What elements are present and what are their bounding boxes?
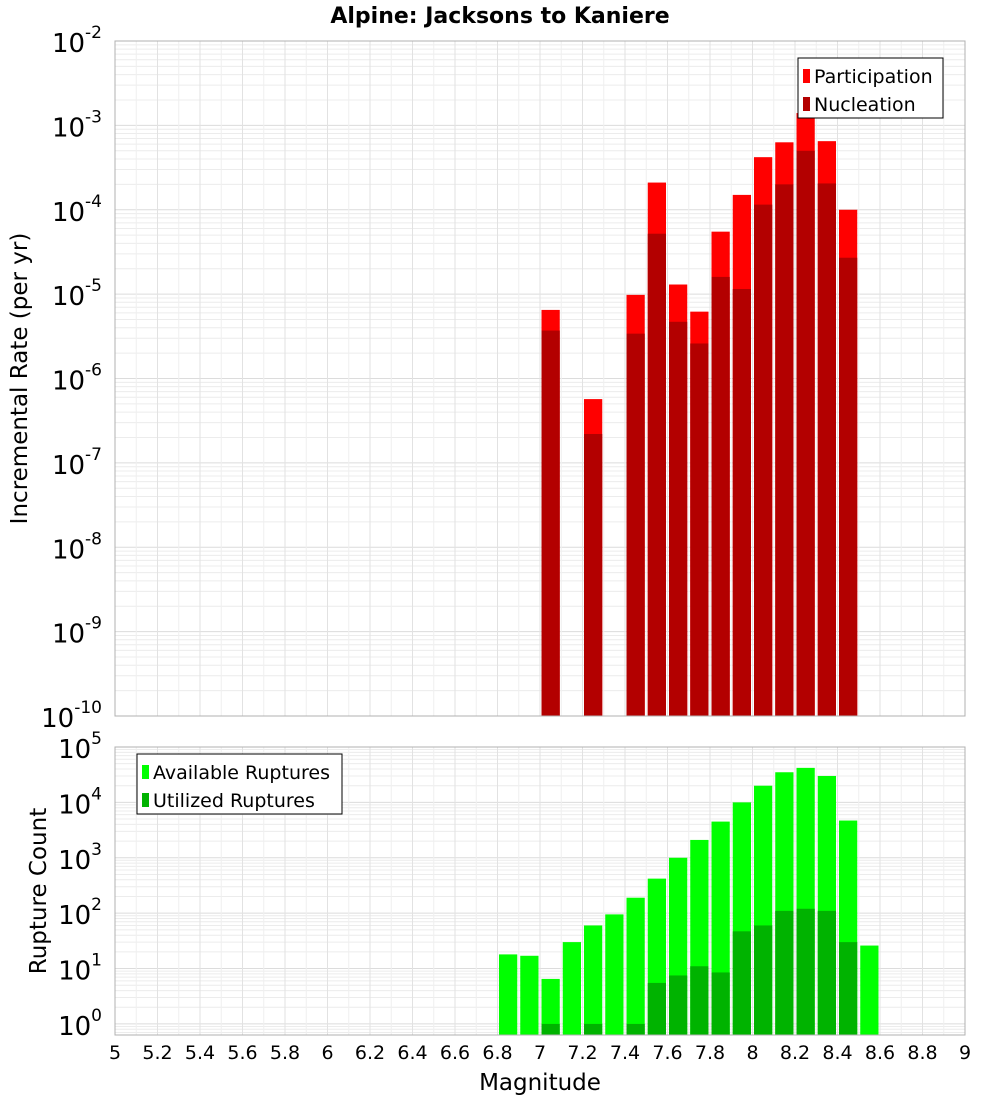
bar-nucleation	[754, 204, 773, 717]
bar-available-ruptures	[605, 914, 624, 1035]
x-tick-label: 6	[321, 1042, 333, 1064]
chart-title: Alpine: Jacksons to Kaniere	[330, 4, 669, 29]
legend-box	[797, 57, 944, 119]
top-legend: Participation Nucleation	[797, 57, 944, 119]
bar-nucleation	[796, 150, 815, 716]
y-tick-label: 10-8	[52, 529, 102, 565]
x-tick-label: 8.2	[780, 1042, 810, 1064]
x-tick-label: 8.6	[865, 1042, 895, 1064]
x-tick-label: 5.8	[270, 1042, 300, 1064]
x-tick-label: 7.6	[652, 1042, 682, 1064]
y-tick-label: 10-6	[52, 361, 102, 397]
legend-swatch	[803, 97, 810, 111]
x-tick-label: 7.4	[610, 1042, 640, 1064]
x-axis-label: Magnitude	[479, 1070, 601, 1096]
x-tick-label: 9	[959, 1042, 971, 1064]
y-tick-label: 10-9	[52, 614, 102, 650]
x-tick-label: 5.4	[185, 1042, 215, 1064]
y-tick-label: 105	[58, 729, 102, 765]
bar-available-ruptures	[860, 945, 879, 1035]
y-tick-label: 10-2	[52, 23, 102, 59]
bar-nucleation	[669, 321, 688, 716]
bar-nucleation	[817, 183, 836, 716]
x-tick-label: 5.6	[227, 1042, 257, 1064]
bar-utilized-ruptures	[626, 1023, 645, 1035]
x-tick-label: 5.2	[142, 1042, 172, 1064]
x-tick-label: 7.8	[695, 1042, 725, 1064]
bar-available-ruptures	[562, 942, 581, 1035]
bottom-bars	[499, 767, 879, 1035]
y-tick-label: 101	[58, 951, 102, 987]
y-tick-label: 10-7	[52, 445, 102, 481]
legend-box	[136, 753, 343, 815]
bar-nucleation	[584, 433, 603, 716]
bar-utilized-ruptures	[732, 931, 751, 1035]
bottom-y-axis-label: Rupture Count	[26, 808, 52, 974]
x-tick-label: 6.8	[482, 1042, 512, 1064]
top-y-axis-label: Incremental Rate (per yr)	[7, 233, 33, 525]
bar-nucleation	[690, 343, 709, 716]
y-tick-label: 102	[58, 895, 102, 931]
x-tick-label: 7	[534, 1042, 546, 1064]
bar-available-ruptures	[499, 954, 518, 1035]
bar-utilized-ruptures	[690, 966, 709, 1035]
bar-utilized-ruptures	[775, 910, 794, 1035]
legend-label: Utilized Ruptures	[153, 790, 315, 812]
x-tick-label: 5	[109, 1042, 121, 1064]
top-panel: 10-10 10-9 10-8 10-7 10-6 10-5 10-4 10-3 10-2 In…	[7, 23, 966, 734]
x-tick-label: 6.6	[440, 1042, 470, 1064]
bottom-y-tick-labels: 100 101 102 103 104 105	[58, 729, 102, 1042]
y-tick-label: 10-3	[52, 107, 102, 143]
top-gridlines	[114, 40, 966, 717]
bottom-legend: Available Ruptures Utilized Ruptures	[136, 753, 343, 815]
bar-available-ruptures	[584, 925, 603, 1035]
bar-utilized-ruptures	[754, 925, 773, 1035]
bar-utilized-ruptures	[669, 975, 688, 1035]
x-tick-label: 7.2	[567, 1042, 597, 1064]
y-tick-label: 103	[58, 840, 102, 876]
x-tick-label: 6.2	[355, 1042, 385, 1064]
bar-utilized-ruptures	[711, 972, 730, 1035]
x-tick-label: 8.4	[822, 1042, 852, 1064]
bar-utilized-ruptures	[541, 1023, 560, 1035]
legend-label: Nucleation	[814, 94, 916, 116]
bar-available-ruptures	[541, 978, 560, 1035]
bar-utilized-ruptures	[647, 982, 666, 1035]
bottom-plot-border	[114, 746, 966, 1036]
y-tick-label: 104	[58, 784, 102, 820]
x-tick-labels: 5 5.2 5.4 5.6 5.8 6 6.2 6.4 6.6 6.8 7 7.2 7.4 7.6 7.8 8…	[109, 1042, 971, 1064]
y-tick-label: 10-5	[52, 276, 102, 312]
x-tick-label: 8	[746, 1042, 758, 1064]
legend-swatch	[142, 765, 149, 779]
x-tick-label: 6.4	[397, 1042, 427, 1064]
bar-nucleation	[732, 289, 751, 716]
y-tick-label: 10-10	[41, 698, 102, 734]
bar-nucleation	[647, 233, 666, 716]
bar-nucleation	[541, 330, 560, 716]
top-bars	[541, 113, 858, 717]
y-tick-label: 100	[58, 1006, 102, 1042]
legend-label: Available Ruptures	[153, 762, 330, 784]
bar-utilized-ruptures	[584, 1023, 603, 1035]
legend-label: Participation	[814, 66, 933, 88]
legend-swatch	[142, 793, 149, 807]
bottom-panel: 100 101 102 103 104 105 5 5.2 5.4 5.6 5.8 6 6.2 6.4 6…	[26, 729, 971, 1096]
bar-nucleation	[626, 333, 645, 716]
bar-available-ruptures	[626, 897, 645, 1035]
bar-utilized-ruptures	[817, 910, 836, 1035]
bar-available-ruptures	[520, 955, 539, 1035]
top-plot-border	[114, 40, 966, 717]
top-y-tick-labels: 10-10 10-9 10-8 10-7 10-6 10-5 10-4 10-3 10-2	[41, 23, 102, 734]
bar-utilized-ruptures	[796, 908, 815, 1035]
bar-nucleation	[839, 257, 858, 716]
bar-utilized-ruptures	[839, 942, 858, 1035]
bar-nucleation	[775, 184, 794, 717]
legend-swatch	[803, 69, 810, 83]
bar-nucleation	[711, 276, 730, 716]
x-tick-label: 8.8	[907, 1042, 937, 1064]
y-tick-label: 10-4	[52, 192, 102, 228]
